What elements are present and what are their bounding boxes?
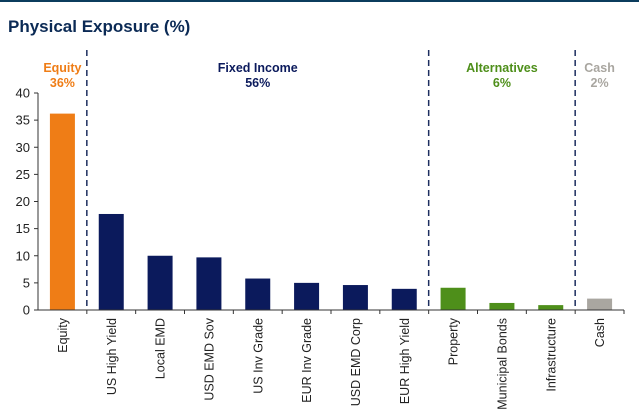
chart-title: Physical Exposure (%) — [8, 17, 190, 36]
y-tick-label: 10 — [16, 248, 30, 263]
group-label-pct: 36% — [50, 76, 75, 90]
y-tick-label: 30 — [16, 140, 30, 155]
bar-usd-emd-sov — [196, 257, 222, 310]
group-label-name: Equity — [43, 61, 81, 75]
x-tick-label: EUR Inv Grade — [300, 318, 314, 403]
y-tick-label: 40 — [16, 86, 30, 101]
y-tick-label: 20 — [16, 194, 30, 209]
bar-property — [440, 287, 466, 310]
x-tick-label: Municipal Bonds — [495, 318, 509, 410]
bar-usd-emd-corp — [342, 285, 368, 310]
bar-us-inv-grade — [245, 278, 271, 310]
bar-infrastructure — [538, 305, 564, 310]
x-tick-label: Equity — [56, 317, 70, 352]
y-tick-label: 15 — [16, 221, 30, 236]
bar-cash — [587, 298, 613, 310]
y-axis: 0 5 10 15 20 25 30 35 40 — [16, 86, 39, 318]
group-label-pct: 56% — [245, 76, 270, 90]
x-tick-label: US Inv Grade — [251, 318, 265, 394]
y-tick-label: 35 — [16, 113, 30, 128]
bar-us-high-yield — [98, 213, 124, 310]
bars — [49, 113, 613, 311]
x-tick-label: EUR High Yield — [398, 318, 412, 404]
x-tick-label: Property — [447, 317, 461, 365]
x-tick-label: US High Yield — [105, 318, 119, 395]
bar-municipal-bonds — [489, 302, 515, 310]
x-tick-label: USD EMD Sov — [202, 317, 216, 400]
group-label-pct: 2% — [591, 76, 609, 90]
group-label-pct: 6% — [493, 76, 511, 90]
y-tick-label: 0 — [23, 303, 30, 318]
group-label-name: Fixed Income — [218, 61, 298, 75]
bar-eur-inv-grade — [294, 282, 320, 310]
x-axis: Equity US High Yield Local EMD USD EMD Sov U… — [38, 309, 625, 410]
x-tick-label: USD EMD Corp — [349, 318, 363, 406]
x-tick-label: Local EMD — [154, 318, 168, 379]
group-label-name: Cash — [584, 61, 615, 75]
group-label-name: Alternatives — [466, 61, 538, 75]
bar-local-emd — [147, 255, 173, 310]
x-tick-label: Infrastructure — [544, 318, 558, 392]
group-dividers — [86, 50, 576, 310]
bar-equity — [49, 113, 75, 311]
y-tick-label: 5 — [23, 275, 30, 290]
x-tick-label: Cash — [593, 318, 607, 347]
bar-eur-high-yield — [391, 288, 417, 310]
y-tick-label: 25 — [16, 167, 30, 182]
